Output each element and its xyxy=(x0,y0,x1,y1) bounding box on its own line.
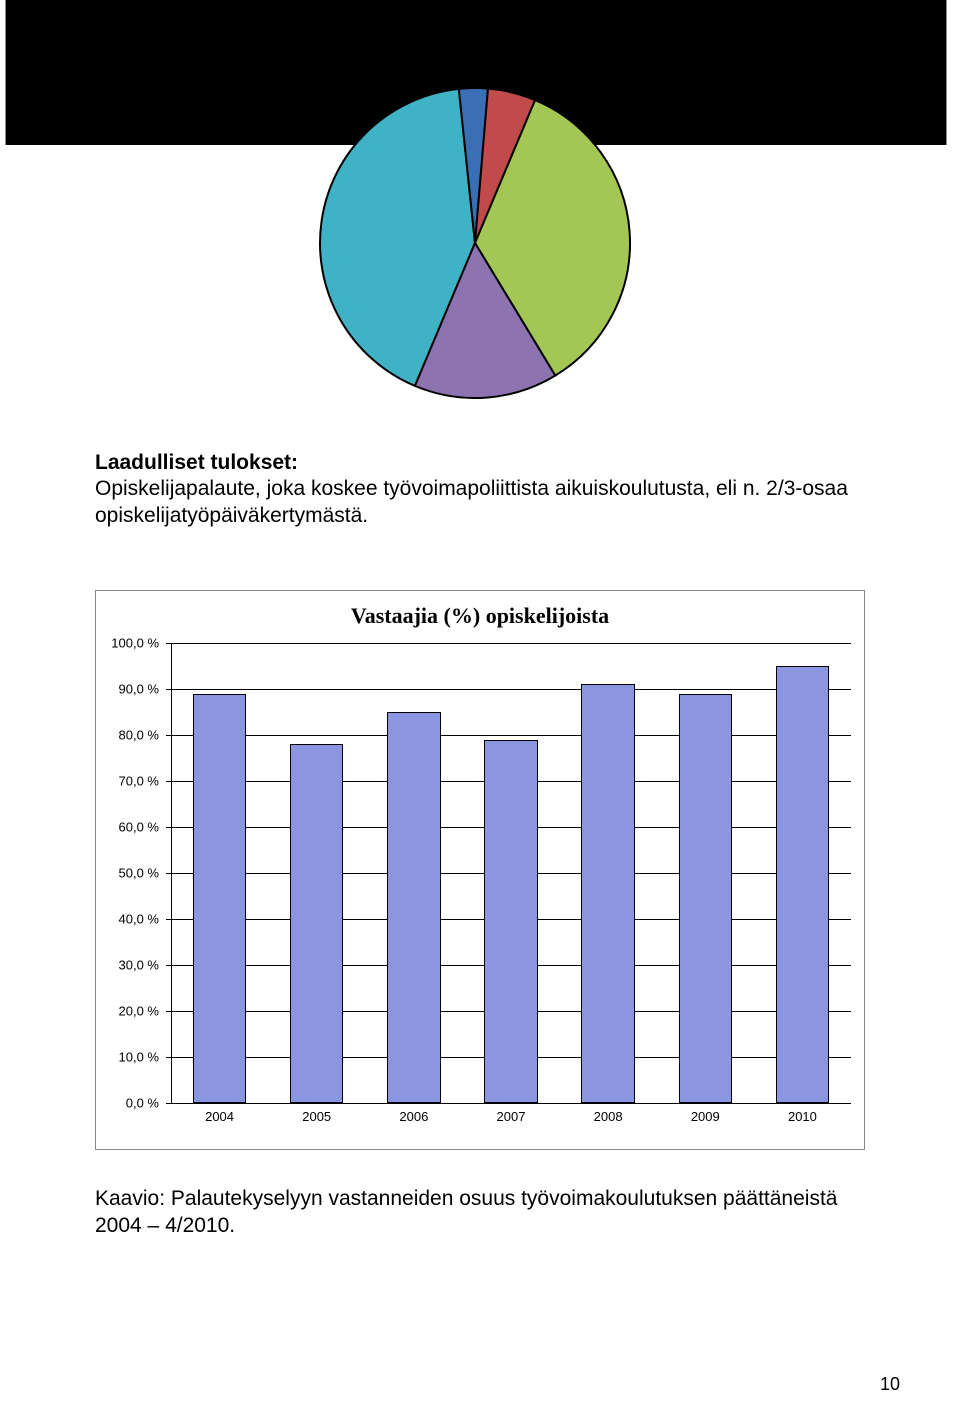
x-axis-label: 2008 xyxy=(594,1109,623,1124)
y-axis-label: 60,0 % xyxy=(89,820,159,835)
y-axis-label: 0,0 % xyxy=(89,1096,159,1111)
bar xyxy=(387,712,440,1103)
bar xyxy=(290,744,343,1103)
gridline xyxy=(171,1103,851,1104)
y-tick xyxy=(166,1011,171,1012)
pie-svg xyxy=(310,78,640,408)
y-tick xyxy=(166,735,171,736)
caption: Kaavio: Palautekyselyyn vastanneiden osu… xyxy=(95,1185,865,1240)
page: Laadulliset tulokset: Opiskelijapalaute,… xyxy=(0,0,960,1425)
y-axis-label: 40,0 % xyxy=(89,912,159,927)
bar xyxy=(193,694,246,1103)
bar xyxy=(484,740,537,1103)
y-tick xyxy=(166,1057,171,1058)
heading: Laadulliset tulokset: xyxy=(95,451,298,474)
bar xyxy=(776,666,829,1103)
y-axis-label: 50,0 % xyxy=(89,866,159,881)
x-axis-label: 2009 xyxy=(691,1109,720,1124)
y-tick xyxy=(166,965,171,966)
gridline xyxy=(171,735,851,736)
gridline xyxy=(171,689,851,690)
x-axis-label: 2004 xyxy=(205,1109,234,1124)
x-axis-label: 2010 xyxy=(788,1109,817,1124)
pie-chart xyxy=(5,78,945,408)
y-tick xyxy=(166,643,171,644)
x-axis-label: 2005 xyxy=(302,1109,331,1124)
y-axis-label: 30,0 % xyxy=(89,958,159,973)
y-axis-label: 10,0 % xyxy=(89,1050,159,1065)
y-tick xyxy=(166,1103,171,1104)
gridline xyxy=(171,643,851,644)
x-axis-label: 2006 xyxy=(399,1109,428,1124)
x-axis-label: 2007 xyxy=(497,1109,526,1124)
y-tick xyxy=(166,873,171,874)
bar-plot-area: 0,0 %10,0 %20,0 %30,0 %40,0 %50,0 %60,0 … xyxy=(171,643,851,1103)
y-tick xyxy=(166,827,171,828)
y-axis-label: 80,0 % xyxy=(89,728,159,743)
page-number: 10 xyxy=(880,1374,900,1395)
body-text: Laadulliset tulokset: Opiskelijapalaute,… xyxy=(95,450,865,529)
y-axis-label: 90,0 % xyxy=(89,682,159,697)
y-tick xyxy=(166,781,171,782)
paragraph-1: Opiskelijapalaute, joka koskee työvoimap… xyxy=(95,477,848,526)
y-axis-label: 20,0 % xyxy=(89,1004,159,1019)
bar-chart-title: Vastaajia (%) opiskelijoista xyxy=(96,591,864,629)
y-axis-label: 70,0 % xyxy=(89,774,159,789)
bar-chart: Vastaajia (%) opiskelijoista 0,0 %10,0 %… xyxy=(95,590,865,1150)
y-axis-label: 100,0 % xyxy=(89,636,159,651)
y-tick xyxy=(166,919,171,920)
bar xyxy=(679,694,732,1103)
bar xyxy=(581,684,634,1103)
y-tick xyxy=(166,689,171,690)
